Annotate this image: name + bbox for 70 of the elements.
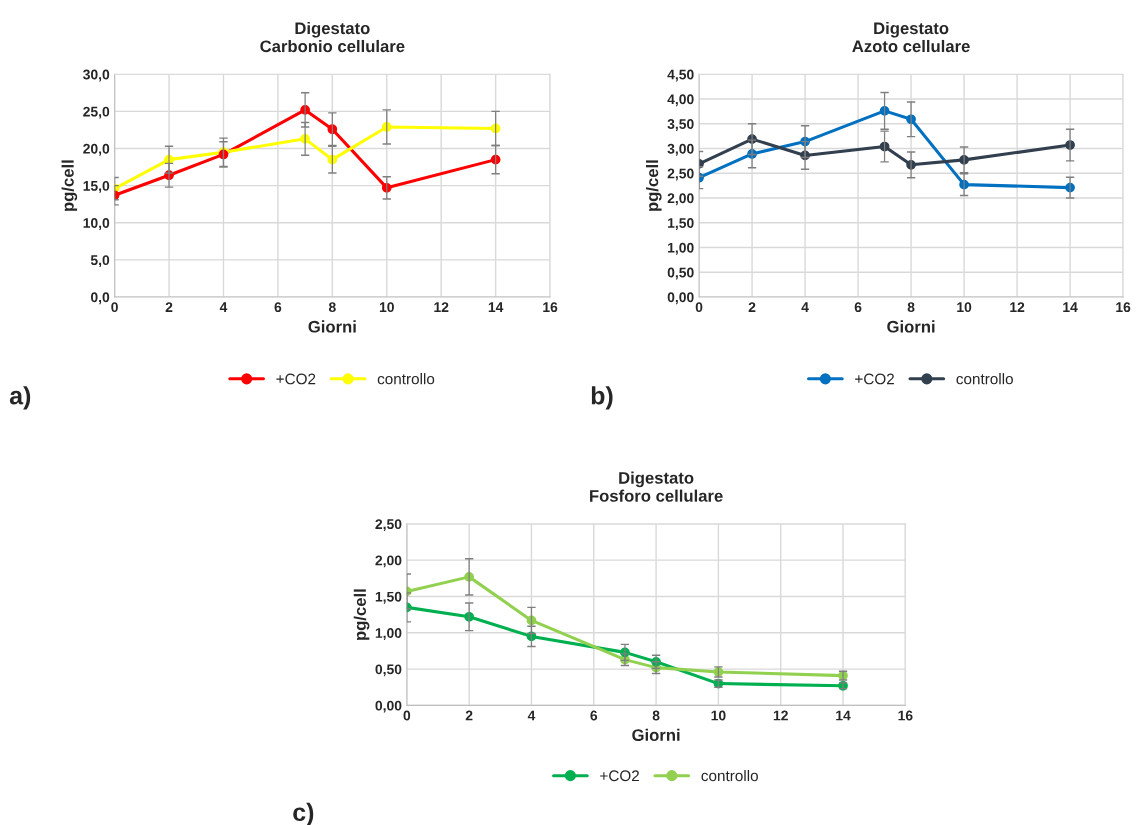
x-tick-label: 12 (773, 710, 788, 721)
y-tick-label: 4,50 (667, 69, 694, 82)
y-tick-label: 2,00 (375, 555, 402, 568)
chart-subtitle: Azoto cellulare (852, 39, 970, 53)
x-tick-label: 10 (957, 302, 972, 313)
y-tick-label: 0,50 (667, 267, 694, 280)
y-tick-label: 25,0 (83, 106, 110, 119)
y-axis-title: pg/cell (353, 589, 370, 640)
x-tick-label: 6 (274, 302, 282, 313)
x-tick-label: 8 (652, 710, 660, 721)
x-tick-label: 2 (748, 302, 756, 312)
x-tick-label: 8 (328, 302, 336, 313)
y-tick-label: 20,0 (83, 143, 110, 156)
x-tick-label: 10 (379, 302, 394, 313)
y-tick-label: 0,00 (667, 292, 694, 305)
y-tick-label: 1,00 (668, 242, 694, 255)
y-tick-label: 2,50 (667, 168, 694, 181)
x-tick-label: 16 (898, 710, 913, 721)
y-tick-label: 30,0 (83, 69, 110, 82)
x-tick-label: 0 (111, 302, 118, 313)
x-tick-label: 4 (801, 302, 809, 312)
y-tick-label: 15,0 (83, 180, 110, 193)
x-tick-label: 4 (527, 710, 536, 721)
x-tick-label: 4 (219, 302, 228, 312)
x-tick-label: 6 (854, 302, 862, 313)
x-tick-label: 2 (465, 710, 473, 721)
legend-label: controllo (377, 373, 435, 385)
x-axis-title: Giorni (632, 728, 680, 741)
y-tick-label: 2,00 (667, 193, 694, 206)
y-tick-label: 3,50 (667, 119, 694, 131)
chart-title: Digestato (874, 21, 949, 38)
chart-subtitle: Carbonio cellulare (260, 39, 405, 53)
legend-label: +CO2 (600, 770, 639, 782)
x-tick-label: 14 (488, 302, 504, 312)
y-axis-title: pg/cell (61, 160, 78, 211)
x-tick-label: 16 (543, 302, 558, 313)
x-tick-label: 14 (1063, 302, 1078, 312)
y-tick-label: 1,50 (375, 591, 402, 604)
x-tick-label: 8 (907, 302, 915, 313)
text: b) (591, 386, 613, 410)
chart-title: Digestato (295, 21, 370, 38)
y-tick-label: 0,50 (375, 664, 402, 677)
x-tick-label: 2 (165, 302, 173, 312)
x-tick-label: 0 (403, 710, 411, 721)
x-tick-label: 12 (1010, 302, 1025, 312)
legend-label: +CO2 (855, 373, 894, 385)
x-axis-title: Giorni (308, 320, 356, 333)
text: a) (9, 386, 31, 410)
chart-subtitle: Fosforo cellulare (590, 489, 723, 502)
y-tick-label: 10,0 (83, 218, 110, 230)
x-tick-label: 16 (1116, 302, 1131, 313)
x-tick-label: 12 (434, 302, 449, 312)
legend-label: controllo (956, 373, 1013, 385)
x-tick-label: 14 (836, 710, 851, 721)
legend-label: controllo (701, 769, 758, 782)
y-tick-label: 1,50 (668, 218, 694, 230)
x-tick-label: 6 (590, 710, 598, 721)
x-tick-label: 0 (695, 302, 703, 313)
y-tick-label: 4,00 (667, 94, 694, 107)
y-axis-title: pg/cell (646, 160, 662, 211)
y-tick-label: 0,0 (90, 292, 110, 305)
y-tick-label: 0,00 (375, 700, 402, 713)
x-tick-label: 10 (711, 710, 726, 721)
y-tick-label: 5,0 (90, 255, 110, 268)
legend-label: +CO2 (276, 373, 316, 385)
x-axis-title: Giorni (887, 320, 935, 333)
y-tick-label: 3,00 (667, 143, 694, 156)
y-tick-label: 2,50 (375, 519, 402, 532)
chart-title: Digestato (619, 471, 694, 488)
y-tick-label: 1,00 (375, 628, 402, 640)
